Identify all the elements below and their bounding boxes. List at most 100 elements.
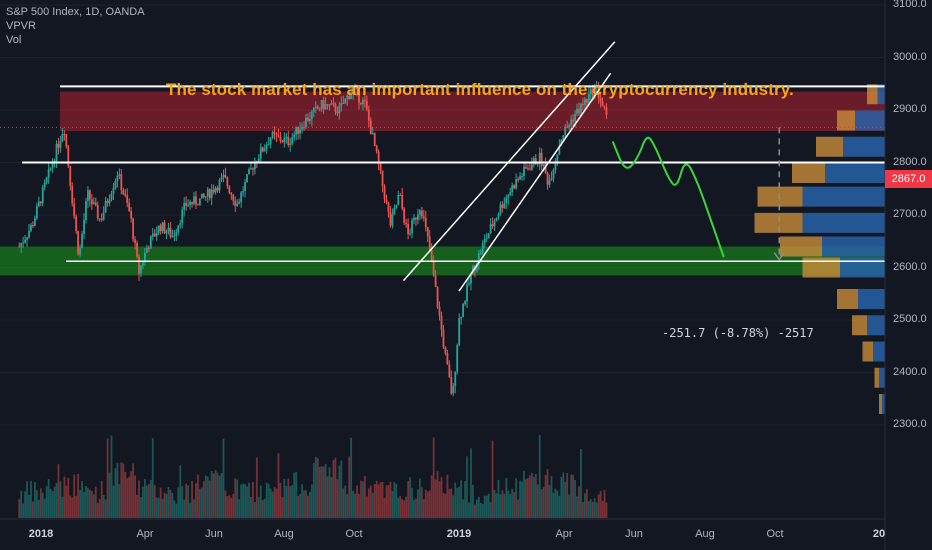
candle-body: [210, 189, 213, 199]
volume-bar: [436, 470, 439, 518]
volume-bar: [261, 500, 264, 518]
volume-bar: [440, 477, 443, 518]
candle-body: [116, 176, 119, 181]
volume-bar: [175, 503, 178, 518]
volume-bar: [583, 493, 586, 518]
candle-body: [163, 222, 166, 234]
candle-body: [132, 218, 135, 240]
volume-profile-bar: [862, 341, 873, 362]
candle-body: [39, 201, 42, 204]
volume-bar: [464, 481, 466, 518]
volume-bar: [79, 490, 81, 518]
candle-body: [283, 137, 286, 143]
volume-bar: [554, 488, 557, 518]
candle-body: [426, 226, 429, 237]
volume-bar: [305, 490, 307, 518]
candle-body: [138, 256, 140, 274]
volume-bar: [242, 483, 245, 518]
volume-bar: [582, 502, 584, 518]
candle-body: [360, 102, 362, 105]
candle-body: [218, 179, 221, 191]
volume-bar: [32, 501, 34, 518]
candle-body: [289, 143, 292, 146]
volume-bar: [454, 482, 457, 518]
volume-bar: [572, 474, 574, 518]
candle-body: [90, 199, 93, 205]
indicator-vpvr[interactable]: VPVR: [6, 20, 36, 32]
candle-body: [383, 186, 386, 200]
candle-body: [142, 262, 144, 266]
candle-body: [365, 100, 368, 110]
volume-bar: [472, 485, 474, 518]
volume-bar: [428, 490, 431, 518]
volume-bar: [73, 474, 76, 518]
candle-body: [98, 218, 101, 220]
candle-body: [151, 233, 154, 237]
volume-bar: [558, 495, 561, 518]
volume-bar: [415, 498, 417, 518]
volume-bar: [228, 495, 231, 518]
candle-body: [45, 177, 48, 183]
volume-bar: [422, 499, 425, 518]
candle-body: [41, 187, 44, 204]
volume-bar: [442, 492, 445, 518]
volume-bar: [491, 440, 494, 518]
candle-body: [436, 286, 439, 307]
volume-bar: [477, 496, 480, 518]
candle-body: [497, 214, 500, 218]
channel-line: [402, 41, 616, 282]
volume-bar: [145, 485, 148, 518]
candle-body: [344, 98, 347, 104]
candle-body: [513, 185, 516, 189]
candle-body: [409, 233, 411, 235]
indicator-vol[interactable]: Vol: [6, 34, 22, 46]
volume-bar: [143, 479, 146, 518]
candle-body: [424, 218, 427, 227]
volume-bar: [20, 490, 23, 518]
candle-body: [179, 223, 182, 226]
volume-bar: [409, 477, 411, 518]
volume-bar: [200, 487, 203, 518]
volume-bar: [318, 466, 321, 518]
candle-body: [574, 114, 576, 122]
volume-bar: [481, 504, 484, 518]
candle-body: [285, 136, 288, 138]
candle-body: [552, 169, 555, 179]
candle-body: [43, 182, 46, 188]
volume-profile-bar: [802, 186, 885, 207]
volume-bar: [603, 489, 606, 518]
candle-body: [242, 191, 245, 193]
volume-bar: [159, 487, 162, 518]
volume-bar: [381, 481, 384, 518]
volume-bar: [43, 498, 46, 518]
symbol-title[interactable]: S&P 500 Index, 1D, OANDA: [6, 6, 145, 18]
candle-body: [493, 220, 496, 227]
candle-body: [293, 134, 296, 138]
candle-body: [153, 233, 156, 237]
candle-body: [30, 225, 32, 232]
volume-bar: [134, 475, 136, 518]
candle-body: [523, 166, 525, 177]
volume-bar: [279, 482, 282, 518]
candle-body: [271, 131, 274, 138]
candle-body: [413, 217, 415, 221]
volume-bar: [126, 478, 129, 518]
candle-body: [277, 135, 280, 137]
volume-bar: [102, 494, 105, 518]
volume-bar: [399, 496, 402, 518]
volume-bar: [283, 479, 286, 518]
candle-body: [411, 220, 413, 234]
volume-bar: [216, 472, 219, 518]
volume-bar: [271, 491, 274, 518]
volume-bar: [165, 493, 168, 518]
volume-bar: [383, 497, 386, 518]
volume-bar: [548, 485, 551, 518]
volume-bar: [544, 474, 547, 518]
candle-body: [143, 252, 146, 263]
candle-body: [307, 117, 309, 121]
volume-bar: [71, 497, 74, 518]
candle-body: [149, 236, 152, 249]
candle-body: [422, 216, 425, 219]
volume-profile-bar: [837, 110, 855, 131]
